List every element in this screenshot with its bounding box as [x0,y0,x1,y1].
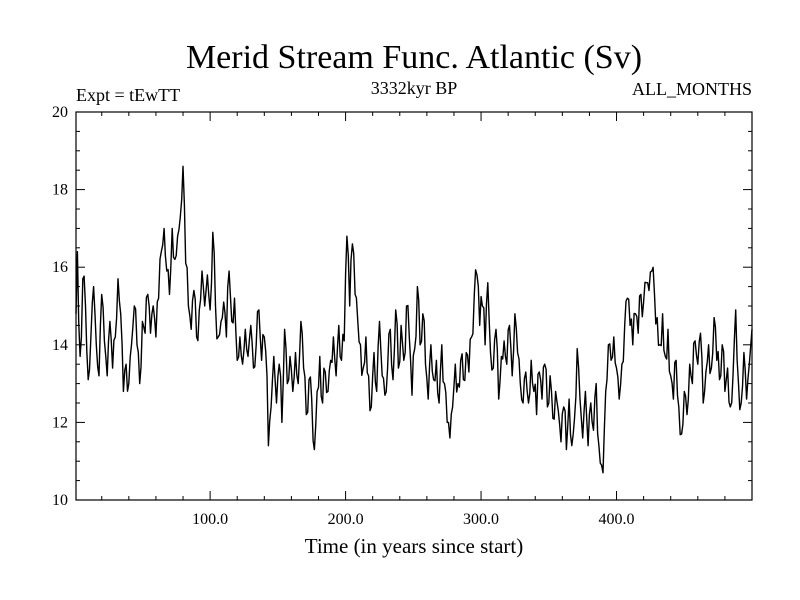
y-tick-label: 12 [52,414,68,431]
x-tick-label: 300.0 [463,511,499,528]
chart-title: Merid Stream Func. Atlantic (Sv) [186,39,642,76]
x-tick-label: 200.0 [328,511,364,528]
axis-ticks [76,111,752,501]
axis-tick-labels: 10 12 14 16 18 20 100.0 200.0 300.0 400.0 [52,104,635,528]
x-tick-label: 400.0 [599,511,635,528]
y-tick-label: 10 [52,492,68,509]
chart-subtitle-center: 3332kyr BP [371,78,458,98]
plot-frame [75,111,753,501]
chart-subtitle-left: Expt = tEwTT [76,85,180,105]
series-line [75,165,753,474]
y-tick-label: 16 [52,259,68,276]
chart-subtitle-right: ALL_MONTHS [632,79,752,99]
y-tick-label: 14 [52,337,68,354]
y-tick-label: 20 [52,104,68,121]
x-tick-label: 100.0 [192,511,228,528]
y-tick-label: 18 [52,182,68,199]
x-axis-label: Time (in years since start) [305,534,524,558]
